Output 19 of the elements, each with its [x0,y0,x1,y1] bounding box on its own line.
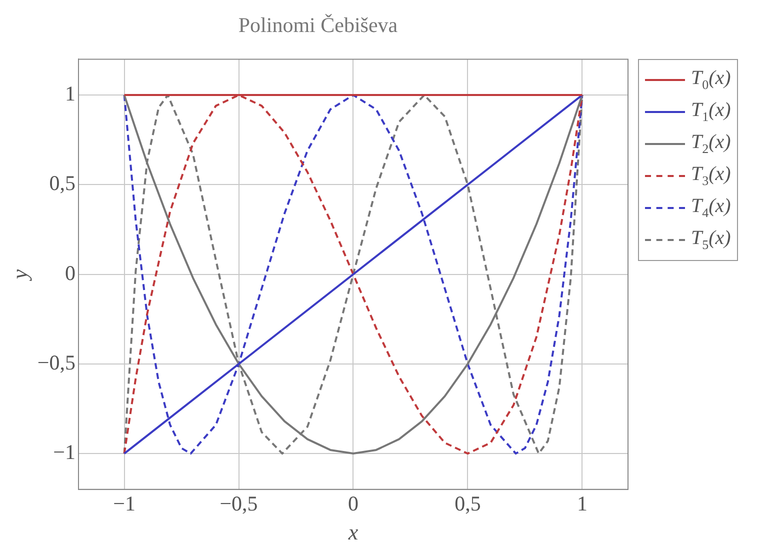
y-tick-label: 1 [64,82,76,106]
x-tick-label: 1 [576,492,588,516]
y-tick-label: 0,5 [49,171,76,196]
x-tick-label: −1 [113,492,136,516]
legend-label: T$_{0}$(x) [691,67,731,94]
x-tick-label: 0 [348,492,358,516]
chart-title: Polinomi Čebiševa [238,13,398,38]
y-tick-label: 0 [64,260,76,285]
y-tick-label: −0,5 [37,350,76,374]
legend-label: T$_{4}$(x) [691,195,731,222]
y-axis-title: y [6,269,32,282]
legend-label: T$_{3}$(x) [691,163,731,190]
legend-label: T$_{2}$(x) [691,131,731,158]
x-tick-label: 0,5 [454,492,481,516]
y-tick-label: −1 [53,440,76,464]
legend-label: T$_{5}$(x) [691,227,731,254]
x-axis-title: x [347,520,358,545]
legend-label: T$_{1}$(x) [691,99,731,126]
x-tick-label: −0,5 [220,492,258,516]
